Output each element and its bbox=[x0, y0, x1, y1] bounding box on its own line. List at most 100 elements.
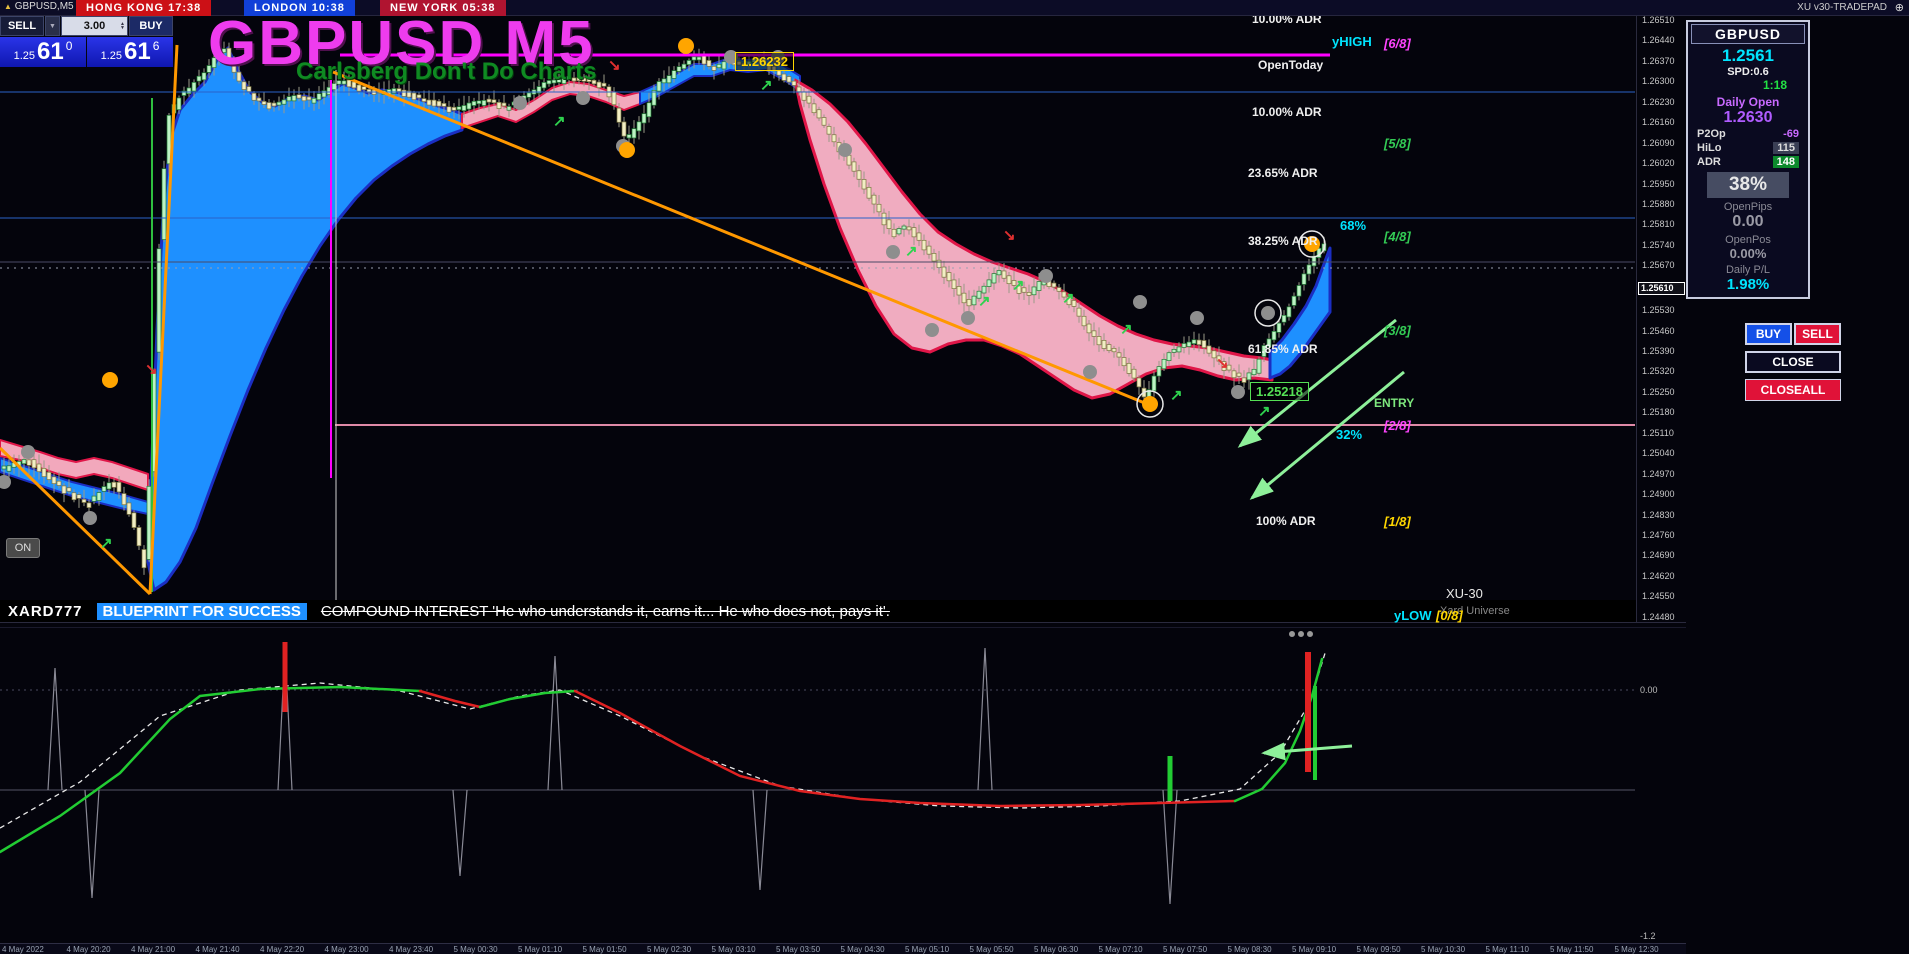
swing-dot bbox=[1231, 385, 1245, 399]
price-scale-value: 1.26440 bbox=[1642, 35, 1675, 46]
swing-dot bbox=[886, 245, 900, 259]
lot-dropdown[interactable]: ▼ bbox=[45, 16, 60, 36]
indicator-on-button[interactable]: ON bbox=[6, 538, 40, 558]
hilo-row: HiLo 115 bbox=[1691, 141, 1805, 155]
tradepad-spread: SPD:0.6 bbox=[1727, 66, 1769, 78]
oscillator-panel[interactable] bbox=[0, 628, 1686, 943]
signal-dot bbox=[102, 372, 118, 388]
trend-line bbox=[332, 70, 1153, 408]
time-label: 5 May 09:50 bbox=[1356, 945, 1401, 954]
down-arrow-icon: ↘ bbox=[145, 361, 158, 378]
time-label: 5 May 00:30 bbox=[453, 945, 498, 954]
tradepad-toggle-icon[interactable]: ⊕ bbox=[1894, 2, 1904, 14]
price-scale-value: 1.24970 bbox=[1642, 468, 1675, 479]
chart-tab[interactable]: ▲ GBPUSD,M5 bbox=[4, 1, 74, 12]
ask-price[interactable]: 1.25 61 6 bbox=[87, 37, 173, 67]
current-price-marker: 1.25610 bbox=[1638, 281, 1685, 295]
price-chart[interactable]: ↗ ↗ ↗ ↗ ↗ ↗ ↗ ↗ ↗ ↗ ↘ ↘ ↘ ↘ bbox=[0, 0, 1636, 622]
bid-price[interactable]: 1.25 61 0 bbox=[0, 37, 86, 67]
one-click-trade-panel: SELL ▼ 3.00 ▲ ▼ BUY 1.25 61 0 1.25 61 6 bbox=[0, 16, 173, 67]
time-label: 5 May 01:50 bbox=[582, 945, 627, 954]
brand-label: XARD777 bbox=[8, 602, 83, 620]
price-scale-value: 1.25530 bbox=[1642, 305, 1675, 316]
daily-open-value: 1.2630 bbox=[1723, 109, 1773, 126]
price-scale-value: 1.26160 bbox=[1642, 117, 1675, 128]
indicator-cloud bbox=[793, 78, 1274, 400]
tradepad-symbol: GBPUSD bbox=[1691, 24, 1805, 44]
price-scale[interactable]: 1.26510 1.26440 1.26370 1.26300 1.26230 1.261… bbox=[1636, 16, 1685, 622]
tradepad-close-button[interactable]: CLOSE bbox=[1745, 351, 1841, 373]
tradepad-buy-button[interactable]: BUY bbox=[1745, 323, 1792, 345]
pulse-spike bbox=[547, 655, 563, 791]
time-label: 5 May 07:10 bbox=[1098, 945, 1143, 954]
quote-text: COMPOUND INTEREST 'He who understands it… bbox=[320, 602, 890, 620]
menu-dots-icon bbox=[1298, 631, 1304, 637]
up-arrow-icon: ↗ bbox=[978, 293, 991, 310]
tradepad-title: XU v30-TRADEPAD bbox=[1797, 2, 1887, 13]
time-label: 5 May 06:30 bbox=[1034, 945, 1079, 954]
signal-dot bbox=[678, 38, 694, 54]
swing-dot bbox=[21, 445, 35, 459]
price-scale-value: 1.25250 bbox=[1642, 386, 1675, 397]
dailypl-label: Daily P/L bbox=[1725, 264, 1771, 276]
oscillator-line bbox=[573, 689, 1237, 808]
swing-dot bbox=[576, 91, 590, 105]
down-arrow-icon: ↘ bbox=[1216, 355, 1229, 372]
signal-line-dashed bbox=[0, 649, 1327, 829]
pulse-spike bbox=[752, 789, 768, 891]
down-arrow-icon: ↘ bbox=[608, 57, 621, 74]
signal-dot bbox=[1142, 396, 1158, 412]
lot-spinner[interactable]: ▲ ▼ bbox=[120, 21, 125, 31]
panel-separator[interactable] bbox=[0, 622, 1686, 623]
swing-dot bbox=[83, 511, 97, 525]
oscillator-line bbox=[418, 689, 482, 709]
price-scale-value: 1.25110 bbox=[1642, 427, 1674, 438]
pulse-spike bbox=[47, 667, 63, 791]
swing-dot bbox=[1039, 269, 1053, 283]
lot-size-input[interactable]: 3.00 ▲ ▼ bbox=[61, 16, 128, 36]
price-scale-value: 1.24830 bbox=[1642, 509, 1675, 520]
time-label: 5 May 08:30 bbox=[1227, 945, 1272, 954]
price-scale-value: 1.26230 bbox=[1642, 96, 1675, 107]
price-scale-value: 1.25040 bbox=[1642, 448, 1675, 459]
signal-arrow bbox=[1237, 318, 1397, 448]
price-scale-value: 1.26370 bbox=[1642, 55, 1675, 66]
swing-dot bbox=[838, 143, 852, 157]
high-price-label: 1.26232 bbox=[735, 52, 794, 71]
up-arrow-icon: ↗ bbox=[100, 535, 113, 552]
time-label: 5 May 11:50 bbox=[1550, 945, 1594, 954]
openpips-label: OpenPips bbox=[1723, 201, 1773, 213]
signal-arrow bbox=[1261, 742, 1353, 761]
time-label: 5 May 02:30 bbox=[647, 945, 692, 954]
sell-button[interactable]: SELL bbox=[0, 16, 44, 36]
price-scale-value: 1.26020 bbox=[1642, 158, 1675, 169]
adr-percent: 38% bbox=[1706, 172, 1790, 198]
buy-button[interactable]: BUY bbox=[129, 16, 173, 36]
tradepad-panel: GBPUSD 1.2561 SPD:0.6 1:18 Daily Open 1.… bbox=[1686, 20, 1810, 299]
price-scale-value: 1.25460 bbox=[1642, 325, 1675, 336]
top-bar: ▲ GBPUSD,M5 HONG KONG 17:38 LONDON 10:38… bbox=[0, 0, 1909, 16]
time-label: 5 May 05:10 bbox=[905, 945, 950, 954]
time-label: 5 May 03:10 bbox=[711, 945, 756, 954]
time-axis: 4 May 2022 4 May 20:20 4 May 21:00 4 May 21… bbox=[0, 943, 1686, 954]
adr-row: ADR 148 bbox=[1691, 155, 1805, 169]
swing-dot bbox=[961, 311, 975, 325]
trend-line bbox=[0, 446, 152, 596]
time-label: 5 May 10:30 bbox=[1421, 945, 1466, 954]
selection-ring bbox=[1254, 299, 1282, 327]
tradepad-closeall-button[interactable]: CLOSEALL bbox=[1745, 379, 1841, 401]
time-label: 4 May 21:00 bbox=[131, 945, 176, 954]
time-label: 5 May 11:10 bbox=[1485, 945, 1529, 954]
up-arrow-icon: ↗ bbox=[905, 243, 918, 260]
swing-dot bbox=[724, 50, 738, 64]
swing-dot bbox=[513, 96, 527, 110]
tradepad-sell-button[interactable]: SELL bbox=[1794, 323, 1841, 345]
time-label: 4 May 21:40 bbox=[195, 945, 240, 954]
swing-dot bbox=[1261, 306, 1275, 320]
time-label: 4 May 2022 bbox=[2, 945, 44, 954]
up-arrow-icon: ↗ bbox=[553, 113, 566, 130]
indicator-cloud bbox=[146, 46, 464, 592]
time-label: 4 May 20:20 bbox=[66, 945, 111, 954]
time-label: 5 May 05:50 bbox=[969, 945, 1014, 954]
openpos-value: 0.00% bbox=[1729, 246, 1767, 261]
